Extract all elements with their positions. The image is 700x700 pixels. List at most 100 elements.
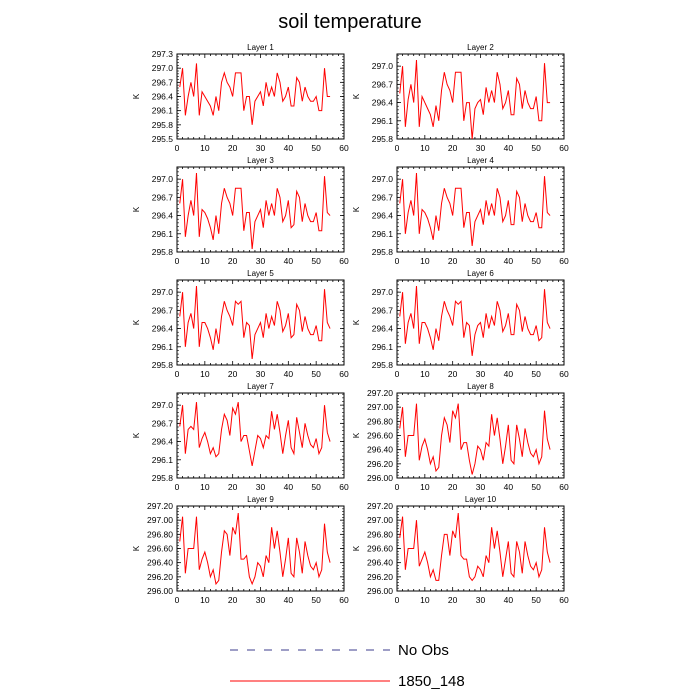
x-tick-label: 50	[531, 256, 541, 266]
x-tick-label: 30	[476, 595, 486, 605]
panel-title: Layer 1	[247, 43, 274, 52]
x-tick-label: 40	[284, 482, 294, 492]
panel-7: Layer 7 K 0 10 20 30 40 50 60 295.8 296.1 296.4 296.…	[132, 382, 349, 492]
series-line-1850-148	[179, 401, 331, 466]
y-tick-label: 297.3	[152, 49, 174, 59]
y-tick-label: 296.4	[372, 211, 394, 221]
y-axis-label: K	[132, 93, 141, 99]
y-tick-label: 297.0	[152, 400, 174, 410]
y-tick-label: 297.0	[152, 63, 174, 73]
panel-title: Layer 7	[247, 382, 274, 391]
x-tick-label: 10	[420, 143, 430, 153]
panel-title: Layer 4	[467, 156, 494, 165]
y-tick-label: 296.40	[367, 558, 393, 568]
y-tick-label: 297.00	[147, 515, 173, 525]
x-tick-label: 30	[256, 369, 266, 379]
x-tick-label: 30	[476, 369, 486, 379]
x-tick-label: 40	[504, 595, 514, 605]
x-tick-label: 20	[448, 369, 458, 379]
x-tick-label: 30	[256, 595, 266, 605]
y-tick-label: 296.60	[367, 544, 393, 554]
x-tick-label: 20	[228, 143, 238, 153]
y-tick-label: 296.4	[372, 98, 394, 108]
y-tick-label: 296.7	[152, 192, 174, 202]
y-axis-label: K	[352, 545, 361, 551]
x-tick-label: 30	[256, 482, 266, 492]
panel-title: Layer 8	[467, 382, 494, 391]
y-tick-label: 295.5	[152, 134, 174, 144]
x-tick-label: 60	[559, 482, 569, 492]
series-line-1850-148	[399, 173, 551, 246]
y-tick-label: 295.8	[152, 360, 174, 370]
y-tick-label: 297.00	[367, 402, 393, 412]
x-tick-label: 60	[339, 143, 349, 153]
x-tick-label: 10	[420, 256, 430, 266]
series-line-1850-148	[399, 513, 551, 582]
panel-6: Layer 6 K 0 10 20 30 40 50 60 295.8 296.1 296.4 296.…	[352, 269, 569, 379]
x-tick-label: 20	[228, 256, 238, 266]
y-tick-label: 296.4	[152, 324, 174, 334]
x-tick-label: 20	[448, 595, 458, 605]
y-axis-label: K	[352, 206, 361, 212]
y-tick-label: 295.8	[372, 134, 394, 144]
panel-3: Layer 3 K 0 10 20 30 40 50 60 295.8 296.1 296.4 296.…	[132, 156, 349, 266]
y-tick-label: 297.0	[372, 287, 394, 297]
x-tick-label: 50	[311, 256, 321, 266]
x-tick-label: 0	[175, 482, 180, 492]
x-tick-label: 50	[311, 482, 321, 492]
x-tick-label: 0	[395, 369, 400, 379]
y-axis-label: K	[132, 319, 141, 325]
plot-frame	[176, 505, 345, 592]
y-tick-label: 296.1	[372, 342, 394, 352]
panel-title: Layer 9	[247, 495, 274, 504]
y-tick-label: 296.00	[367, 586, 393, 596]
y-tick-label: 296.1	[152, 106, 174, 116]
x-tick-label: 0	[175, 595, 180, 605]
y-tick-label: 296.7	[372, 305, 394, 315]
x-tick-label: 50	[531, 143, 541, 153]
x-tick-label: 10	[420, 369, 430, 379]
y-tick-label: 295.8	[152, 120, 174, 130]
y-tick-label: 296.80	[147, 529, 173, 539]
legend: No Obs 1850_148	[230, 642, 465, 690]
x-tick-label: 30	[256, 143, 266, 153]
x-tick-label: 50	[531, 482, 541, 492]
y-tick-label: 295.8	[372, 247, 394, 257]
y-tick-label: 296.00	[367, 473, 393, 483]
y-tick-label: 297.0	[152, 287, 174, 297]
x-tick-label: 30	[476, 482, 486, 492]
x-tick-label: 0	[395, 256, 400, 266]
x-tick-label: 30	[476, 143, 486, 153]
y-tick-label: 296.20	[147, 572, 173, 582]
y-tick-label: 296.1	[152, 229, 174, 239]
panel-grid: Layer 1 K 0 10 20 30 40 50 60 295.5 295.8 296.1 296.…	[132, 43, 569, 605]
x-tick-label: 50	[311, 595, 321, 605]
x-tick-label: 40	[504, 369, 514, 379]
y-tick-label: 296.80	[367, 529, 393, 539]
x-tick-label: 30	[476, 256, 486, 266]
x-tick-label: 30	[256, 256, 266, 266]
chart-title: soil temperature	[278, 11, 421, 33]
x-tick-label: 0	[395, 143, 400, 153]
series-line-1850-148	[179, 173, 331, 250]
x-tick-label: 50	[311, 369, 321, 379]
y-tick-label: 296.20	[367, 572, 393, 582]
y-tick-label: 296.1	[152, 342, 174, 352]
plot-frame	[176, 53, 345, 140]
series-line-1850-148	[179, 63, 331, 125]
plot-frame	[176, 392, 345, 479]
y-tick-label: 297.0	[372, 174, 394, 184]
y-tick-label: 296.1	[372, 116, 394, 126]
y-tick-label: 296.1	[372, 229, 394, 239]
y-tick-label: 295.8	[152, 473, 174, 483]
y-tick-label: 296.00	[147, 586, 173, 596]
x-tick-label: 20	[448, 482, 458, 492]
x-tick-label: 60	[339, 369, 349, 379]
series-line-1850-148	[399, 60, 551, 140]
x-tick-label: 10	[200, 256, 210, 266]
panel-8: Layer 8 K 0 10 20 30 40 50 60 296.00 296.20 296.40 2…	[352, 382, 569, 492]
x-tick-label: 40	[504, 143, 514, 153]
y-tick-label: 296.7	[152, 418, 174, 428]
x-tick-label: 60	[339, 256, 349, 266]
